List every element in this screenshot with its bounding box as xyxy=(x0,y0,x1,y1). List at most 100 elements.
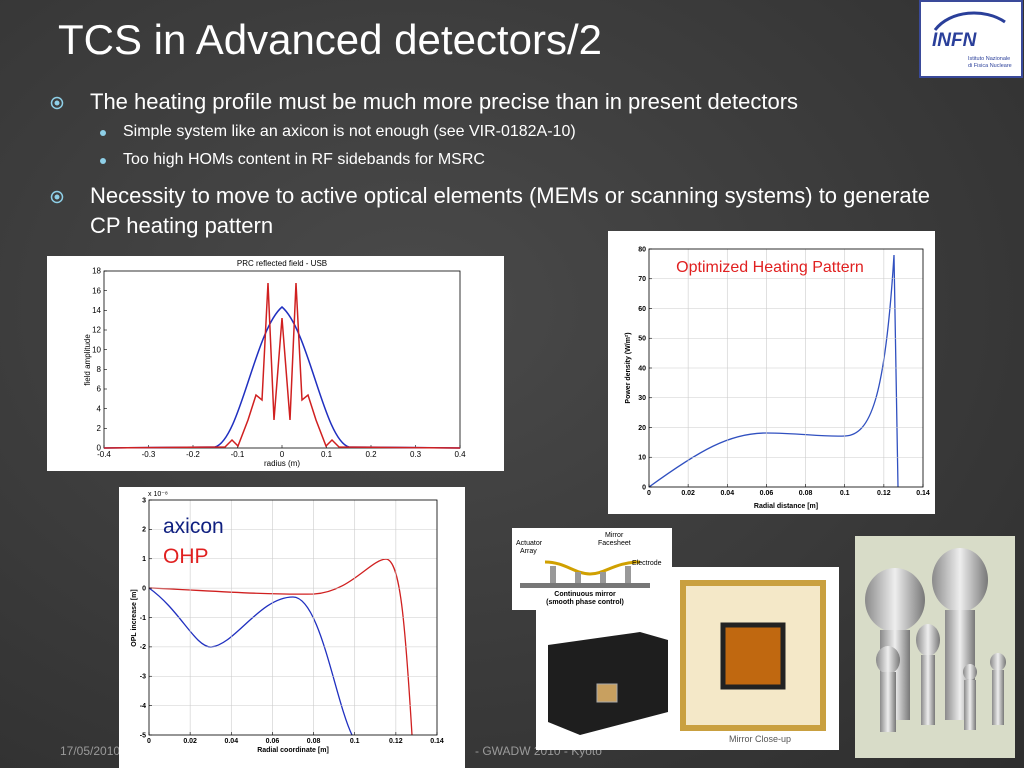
y-tick-label: 60 xyxy=(638,306,646,313)
y-tick-label: 16 xyxy=(92,286,101,295)
x-tick-label: 0.4 xyxy=(454,450,466,459)
x-tick-label: 0.02 xyxy=(681,490,695,497)
x-tick-label: -0.3 xyxy=(142,450,156,459)
diagram-label: (smooth phase control) xyxy=(546,599,624,606)
y-tick-label: 10 xyxy=(92,345,101,354)
x-tick-label: 0.3 xyxy=(410,450,422,459)
x-tick-label: 0.08 xyxy=(307,738,321,745)
curve xyxy=(103,282,461,449)
legend-entry: axicon xyxy=(163,515,224,538)
actuators xyxy=(550,566,631,583)
x-tick-label: 0.2 xyxy=(365,450,377,459)
y-tick-label: 0 xyxy=(642,484,646,491)
x-tick-label: 0.14 xyxy=(916,490,930,497)
axes xyxy=(648,248,924,488)
footer-date: 17/05/2010 xyxy=(60,744,121,758)
y-tick-label: -2 xyxy=(140,644,146,651)
x-tick-label: 0 xyxy=(280,450,285,459)
axis-scale: x 10⁻⁸ xyxy=(148,491,168,498)
y-tick-label: 3 xyxy=(142,497,146,504)
annotation: Optimized Heating Pattern xyxy=(676,259,864,276)
figure-panel xyxy=(608,231,935,514)
logo-subtext: Istituto Nazionale xyxy=(968,56,1010,62)
x-axis-label: Radial coordinate [m] xyxy=(257,747,329,754)
x-axis-label: radius (m) xyxy=(264,459,300,468)
diagram-label: Mirror xyxy=(605,532,624,539)
logo-subtext: di Fisica Nucleare xyxy=(968,63,1012,69)
photo-chip-core xyxy=(720,622,786,690)
x-tick-label: 0.1 xyxy=(321,450,333,459)
slide-title: TCS in Advanced detectors/2 xyxy=(58,16,602,63)
figure-panel xyxy=(47,256,504,471)
photo-chip xyxy=(680,580,826,731)
y-axis-label: field amplitude xyxy=(83,334,92,386)
sub-bullet: Too high HOMs content in RF sidebands fo… xyxy=(123,151,485,168)
photo-caption: Mirror Close-up xyxy=(729,734,791,744)
x-tick-label: 0 xyxy=(147,738,151,745)
diagram-label: Facesheet xyxy=(598,540,631,547)
x-tick-label: 0.06 xyxy=(266,738,280,745)
y-tick-label: 4 xyxy=(97,404,102,413)
logo-text: INFN xyxy=(932,30,978,51)
y-tick-label: 80 xyxy=(638,246,646,253)
x-tick-label: 0.14 xyxy=(430,738,444,745)
plot-frame xyxy=(103,270,461,449)
logo-arc xyxy=(933,11,1006,31)
x-tick-label: 0.12 xyxy=(877,490,891,497)
bullet-markers xyxy=(50,96,64,204)
y-tick-label: -5 xyxy=(140,732,146,739)
logo-box xyxy=(919,0,1023,78)
y-tick-label: 1 xyxy=(142,556,146,563)
y-tick-label: 0 xyxy=(142,585,146,592)
x-axis-label: Radial distance [m] xyxy=(754,503,818,510)
diagram-label: Array xyxy=(520,548,537,555)
mirror-mounts xyxy=(865,548,1006,732)
y-axis-label: OPL increase [m] xyxy=(131,589,138,646)
y-tick-label: -3 xyxy=(140,674,146,681)
plot-frame xyxy=(148,499,438,736)
bullet: The heating profile must be much more pr… xyxy=(90,89,799,114)
y-tick-label: 10 xyxy=(638,455,646,462)
x-tick-label: -0.4 xyxy=(97,450,111,459)
y-tick-label: 14 xyxy=(92,306,101,315)
y-tick-label: 2 xyxy=(97,424,102,433)
legend-entry: OHP xyxy=(163,545,209,568)
x-tick-label: 0.04 xyxy=(224,738,238,745)
x-tick-label: 0.02 xyxy=(183,738,197,745)
curve xyxy=(103,306,461,449)
x-tick-label: 0.08 xyxy=(799,490,813,497)
y-tick-label: 30 xyxy=(638,395,646,402)
y-tick-label: 6 xyxy=(97,385,102,394)
x-tick-label: -0.2 xyxy=(186,450,200,459)
diagram-label: Continuous mirror xyxy=(554,591,616,598)
y-tick-label: -4 xyxy=(140,703,146,710)
x-tick-label: 0.1 xyxy=(350,738,360,745)
x-tick-label: 0.12 xyxy=(389,738,403,745)
diagram-label: Actuator xyxy=(516,540,543,547)
y-axis-label: Power density (W/m²) xyxy=(625,332,632,403)
y-tick-label: 8 xyxy=(97,365,102,374)
y-tick-label: -1 xyxy=(140,615,146,622)
y-tick-label: 20 xyxy=(638,425,646,432)
curve xyxy=(648,254,899,488)
x-tick-label: 0.1 xyxy=(840,490,850,497)
y-tick-label: 70 xyxy=(638,276,646,283)
x-tick-label: -0.1 xyxy=(231,450,245,459)
x-tick-label: 0.06 xyxy=(760,490,774,497)
y-tick-label: 2 xyxy=(142,527,146,534)
base xyxy=(520,583,650,588)
diagram-panel xyxy=(512,528,672,610)
y-tick-label: 0 xyxy=(97,444,102,453)
y-tick-label: 50 xyxy=(638,336,646,343)
sub-bullet: Simple system like an axicon is not enou… xyxy=(123,123,576,140)
diagram-label: Electrode xyxy=(632,560,662,567)
y-tick-label: 18 xyxy=(92,267,101,276)
bullet-dots xyxy=(54,100,106,200)
x-tick-label: 0 xyxy=(647,490,651,497)
figure-title: PRC reflected field - USB xyxy=(237,259,327,268)
bullet: Necessity to move to active optical elem… xyxy=(90,183,931,238)
figure-panel xyxy=(119,487,465,768)
y-tick-label: 40 xyxy=(638,365,646,372)
